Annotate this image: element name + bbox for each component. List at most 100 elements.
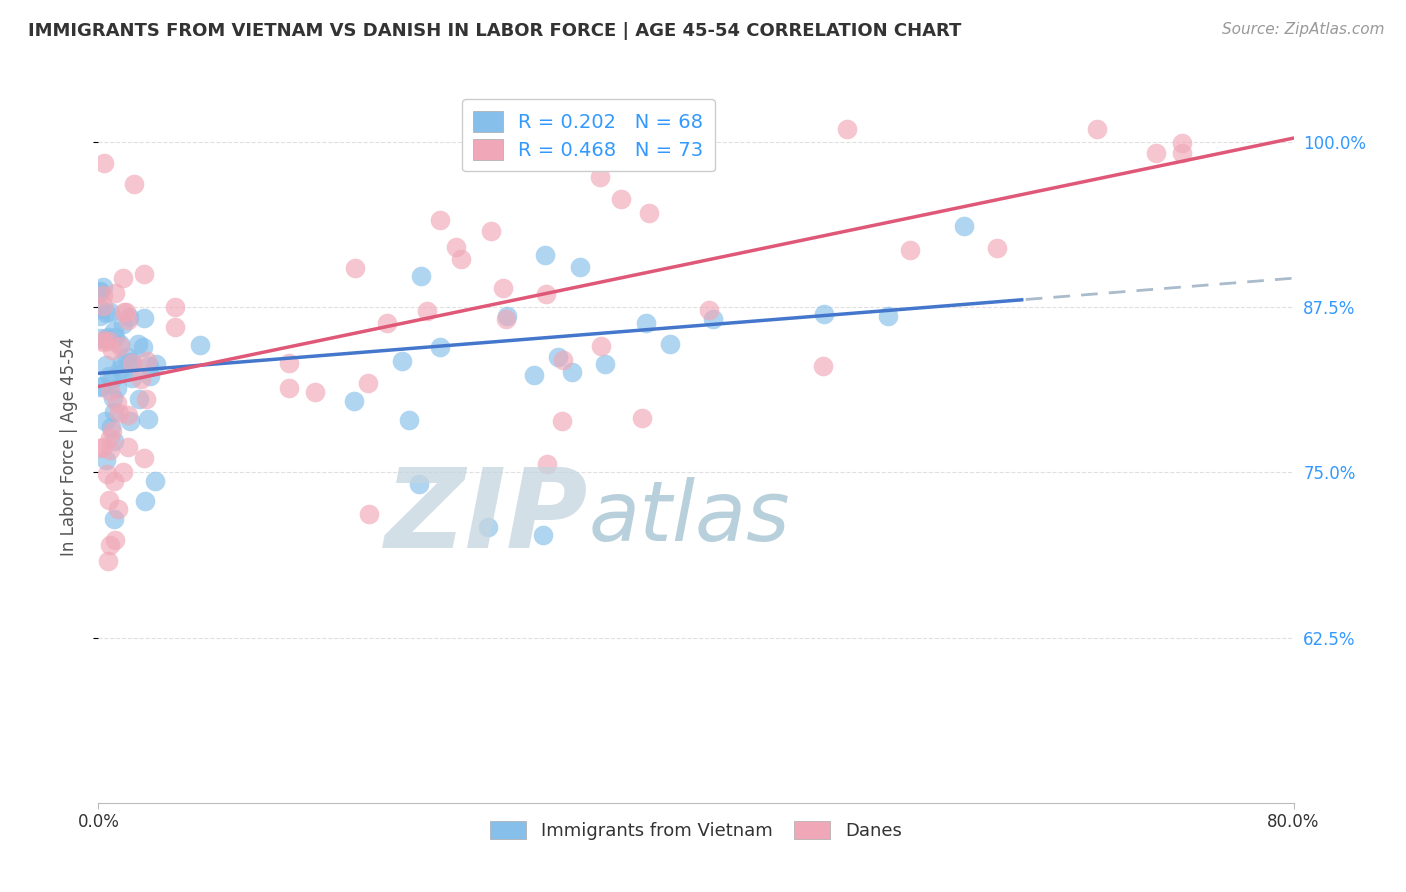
Point	[534, 248, 557, 262]
Point	[143, 474, 166, 488]
Point	[91, 441, 114, 455]
Point	[343, 260, 366, 275]
Legend: Immigrants from Vietnam, Danes: Immigrants from Vietnam, Danes	[484, 814, 908, 847]
Point	[495, 312, 517, 326]
Point	[409, 268, 432, 283]
Point	[121, 370, 143, 384]
Point	[129, 372, 152, 386]
Point	[118, 310, 141, 324]
Point	[610, 192, 633, 206]
Point	[89, 310, 111, 324]
Point	[450, 252, 472, 266]
Point	[547, 351, 569, 365]
Point	[98, 431, 121, 445]
Point	[429, 213, 451, 227]
Point	[108, 405, 131, 419]
Point	[986, 241, 1008, 255]
Point	[89, 285, 111, 299]
Point	[138, 368, 160, 383]
Point	[103, 405, 125, 419]
Point	[531, 527, 554, 541]
Point	[1144, 145, 1167, 160]
Y-axis label: In Labor Force | Age 45-54: In Labor Force | Age 45-54	[59, 336, 77, 556]
Point	[89, 331, 111, 345]
Point	[134, 494, 156, 508]
Point	[138, 359, 160, 374]
Point	[121, 356, 143, 370]
Point	[94, 359, 117, 373]
Point	[589, 338, 612, 352]
Point	[98, 384, 121, 399]
Point	[356, 376, 378, 390]
Point	[188, 338, 211, 352]
Point	[89, 442, 111, 456]
Point	[98, 492, 121, 507]
Point	[124, 177, 146, 191]
Point	[634, 316, 657, 330]
Point	[835, 121, 858, 136]
Point	[97, 330, 120, 344]
Point	[136, 411, 159, 425]
Point	[523, 368, 546, 382]
Point	[134, 450, 156, 465]
Point	[104, 286, 127, 301]
Point	[101, 391, 124, 405]
Point	[697, 302, 720, 317]
Point	[551, 414, 574, 428]
Point	[1170, 146, 1192, 161]
Point	[416, 304, 439, 318]
Point	[898, 243, 921, 257]
Point	[104, 533, 127, 548]
Point	[357, 507, 380, 521]
Point	[536, 457, 558, 471]
Point	[135, 353, 157, 368]
Point	[111, 317, 134, 331]
Point	[103, 434, 125, 449]
Point	[89, 302, 111, 317]
Point	[165, 320, 187, 334]
Point	[593, 357, 616, 371]
Point	[104, 329, 127, 343]
Point	[91, 379, 114, 393]
Point	[112, 305, 135, 319]
Point	[91, 280, 114, 294]
Point	[479, 224, 502, 238]
Point	[112, 465, 135, 479]
Point	[613, 121, 636, 136]
Point	[89, 285, 111, 299]
Point	[101, 372, 124, 386]
Point	[477, 520, 499, 534]
Point	[132, 268, 155, 282]
Point	[877, 309, 900, 323]
Point	[429, 340, 451, 354]
Point	[534, 287, 557, 301]
Point	[108, 338, 131, 352]
Point	[117, 440, 139, 454]
Point	[120, 414, 142, 428]
Point	[132, 340, 155, 354]
Point	[93, 287, 115, 301]
Point	[375, 316, 398, 330]
Point	[702, 312, 724, 326]
Point	[127, 336, 149, 351]
Point	[107, 501, 129, 516]
Point	[589, 170, 612, 185]
Point	[107, 381, 129, 395]
Point	[1085, 121, 1108, 136]
Point	[813, 307, 835, 321]
Point	[561, 365, 583, 379]
Point	[115, 351, 138, 365]
Point	[343, 394, 366, 409]
Point	[128, 392, 150, 406]
Point	[100, 442, 122, 457]
Point	[553, 352, 575, 367]
Point	[91, 299, 114, 313]
Point	[952, 219, 974, 233]
Point	[278, 381, 301, 395]
Point	[93, 155, 115, 169]
Point	[105, 396, 128, 410]
Point	[135, 392, 157, 406]
Point	[117, 313, 139, 327]
Point	[111, 271, 134, 285]
Point	[132, 310, 155, 325]
